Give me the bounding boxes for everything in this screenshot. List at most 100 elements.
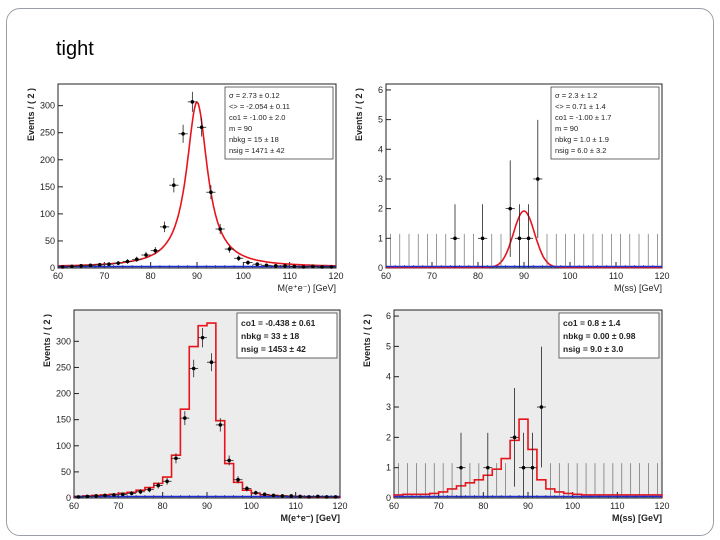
data-point — [190, 100, 195, 104]
x-axis-label: M(ss) [GeV] — [614, 283, 662, 293]
y-tick-label: 100 — [56, 441, 71, 451]
stats-line: co1 = 0.8 ± 1.4 — [563, 318, 621, 328]
data-point — [218, 423, 223, 427]
x-axis-label: M(e⁺e⁻) [GeV] — [277, 283, 336, 293]
data-point — [453, 236, 457, 241]
y-tick-label: 200 — [40, 155, 55, 165]
data-point — [236, 256, 241, 261]
data-point — [459, 465, 463, 470]
y-axis-label: Events / ( 2 ) — [362, 314, 372, 367]
x-tick-label: 100 — [236, 271, 251, 281]
data-point — [60, 265, 65, 269]
data-point — [480, 236, 485, 241]
x-tick-label: 60 — [69, 501, 79, 511]
data-point — [521, 465, 526, 470]
data-point — [264, 263, 269, 268]
stats-line: nbkg = 15 ± 18 — [229, 135, 279, 144]
x-axis-label: M(e⁺e⁻) [GeV] — [280, 513, 340, 523]
y-tick-label: 2 — [378, 204, 383, 214]
x-tick-label: 70 — [99, 271, 109, 281]
data-point — [307, 495, 311, 499]
data-point — [218, 227, 222, 231]
data-point — [85, 494, 90, 499]
stats-line: co1 = -0.438 ± 0.61 — [241, 318, 316, 328]
data-point — [253, 490, 258, 495]
x-tick-label: 120 — [654, 271, 669, 281]
y-axis-label: Events / ( 2 ) — [42, 314, 52, 367]
y-tick-label: 50 — [61, 467, 71, 477]
y-tick-label: 6 — [386, 311, 391, 321]
y-tick-label: 1 — [386, 463, 391, 473]
data-point — [120, 492, 125, 497]
stats-box — [550, 86, 660, 160]
y-tick-label: 300 — [56, 336, 71, 346]
data-point — [112, 493, 116, 497]
data-point — [508, 206, 512, 211]
plot-bottom-left-svg: 0 50 100 150 200 250 300 60 70 80 90 100 110 120 M(e⁺e… — [42, 309, 348, 523]
data-point — [134, 257, 139, 262]
data-point — [156, 483, 161, 488]
y-tick-label: 4 — [378, 144, 383, 154]
y-axis-label: Events / ( 2 ) — [26, 88, 36, 141]
data-point — [116, 261, 121, 265]
y-tick-label: 4 — [386, 372, 391, 382]
data-point — [162, 225, 167, 229]
stats-line: co1 = -1.00 ± 1.7 — [555, 113, 611, 122]
data-point — [129, 491, 134, 496]
stats-line: co1 = -1.00 ± 2.0 — [229, 113, 285, 122]
data-point — [79, 264, 83, 268]
data-point — [517, 236, 522, 241]
x-tick-label: 110 — [609, 271, 623, 281]
data-point — [536, 177, 540, 181]
slide-frame — [6, 8, 714, 536]
x-tick-label: 60 — [53, 271, 63, 281]
data-point — [227, 458, 231, 463]
data-point — [530, 465, 535, 470]
plot-bottom-right: 0 1 2 3 4 5 6 60 70 80 90 100 110 120 M(ss) [GeV] Event… — [360, 304, 670, 524]
data-point — [329, 265, 334, 269]
y-tick-label: 0 — [378, 263, 383, 273]
x-tick-label: 100 — [244, 501, 259, 511]
plot-bottom-left: 0 50 100 150 200 250 300 60 70 80 90 100 110 120 M(e⁺e… — [40, 304, 348, 524]
stats-line: σ = 2.3 ± 1.2 — [555, 91, 597, 100]
y-axis-label: Events / ( 2 ) — [354, 88, 364, 141]
fit-curve — [386, 210, 662, 269]
y-tick-label: 100 — [40, 209, 55, 219]
data-point — [199, 125, 204, 130]
plot-top-left: 0 50 100 150 200 250 300 60 70 80 90 100 110 120 M(e⁺e… — [24, 78, 344, 294]
data-point — [539, 405, 544, 409]
x-tick-label: 120 — [332, 501, 347, 511]
data-point — [236, 477, 240, 482]
y-tick-label: 0 — [50, 263, 55, 273]
data-point — [191, 366, 196, 371]
data-point — [94, 494, 98, 498]
stats-line: nbkg = 1.0 ± 1.9 — [555, 135, 609, 144]
y-tick-label: 250 — [56, 362, 71, 372]
x-tick-label: 110 — [282, 271, 296, 281]
data-point — [181, 131, 185, 136]
data-point — [280, 494, 285, 498]
x-tick-label: 70 — [427, 271, 437, 281]
stats-line: σ = 2.73 ± 0.12 — [229, 91, 280, 100]
data-point — [147, 487, 152, 492]
stats-line: <> = 0.71 ± 1.4 — [555, 102, 606, 111]
y-tick-label: 0 — [386, 493, 391, 503]
data-point — [107, 262, 111, 267]
data-point — [289, 494, 294, 498]
data-point — [174, 456, 178, 461]
data-point — [138, 489, 143, 494]
stats-line: m = 90 — [555, 124, 578, 133]
stats-line: nsig = 9.0 ± 3.0 — [563, 344, 623, 354]
x-axis-label: M(ss) [GeV] — [612, 513, 662, 523]
x-tick-label: 100 — [565, 501, 580, 511]
data-point — [125, 259, 130, 264]
data-point — [246, 260, 250, 265]
data-point — [97, 262, 102, 267]
stats-box — [558, 312, 660, 359]
data-point — [298, 494, 302, 499]
stats-line: <> = -2.054 ± 0.11 — [229, 102, 290, 111]
y-tick-label: 3 — [378, 174, 383, 184]
data-point — [324, 495, 329, 499]
x-tick-label: 110 — [610, 501, 624, 511]
data-point — [103, 493, 107, 498]
